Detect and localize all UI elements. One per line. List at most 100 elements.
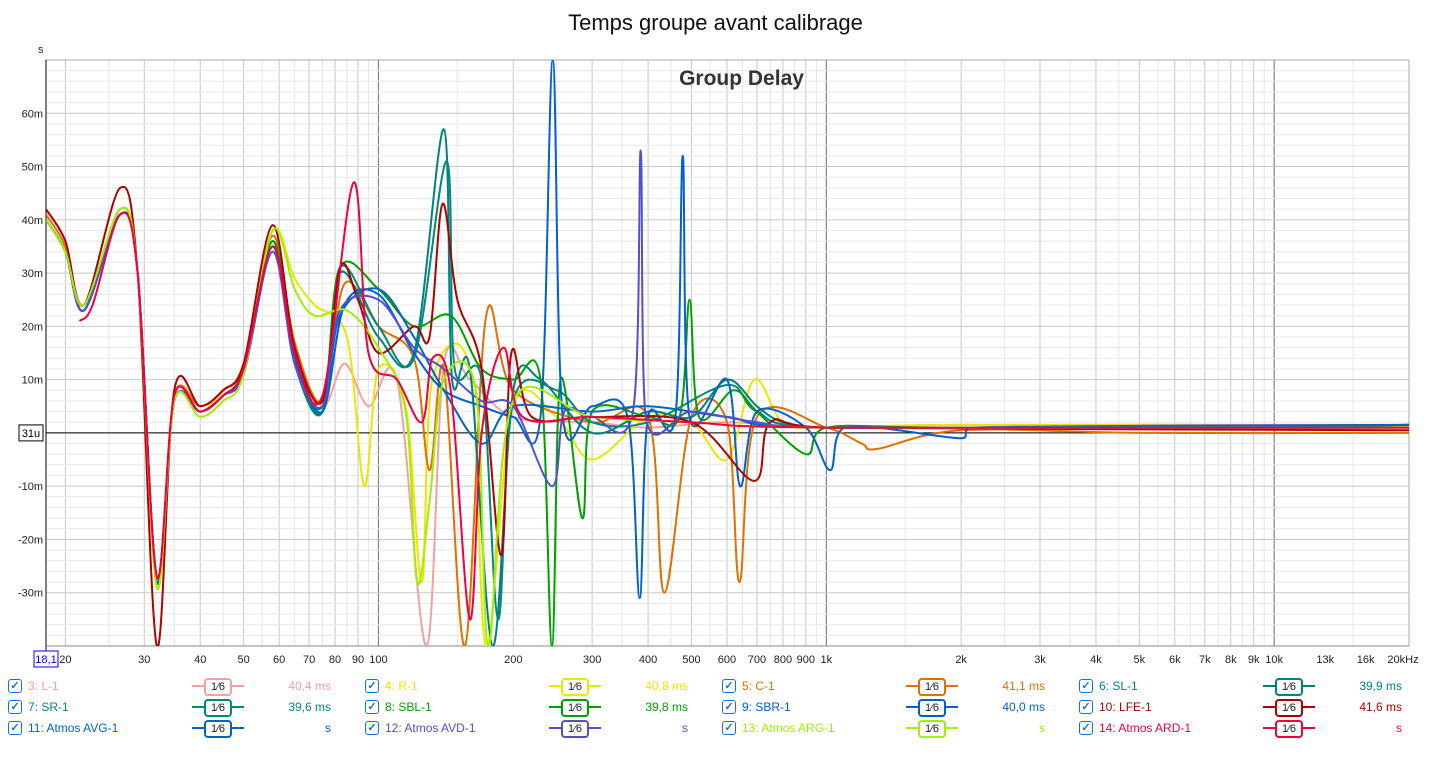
legend-label[interactable]: 13: Atmos ARG-1 (742, 721, 835, 735)
series-visibility-checkbox[interactable]: ✓ (8, 679, 22, 693)
chart-title: Temps groupe avant calibrage (568, 10, 863, 35)
x-tick-label: 16k (1357, 654, 1375, 666)
series-visibility-checkbox[interactable]: ✓ (722, 721, 736, 735)
filter-label: 1⁄6 (561, 678, 589, 696)
legend-value: 41,6 ms (1359, 700, 1402, 714)
x-tick-label: 3k (1034, 654, 1046, 666)
smoothing-filter-button[interactable]: 1⁄6 (906, 677, 958, 696)
legend-value: s (682, 721, 688, 735)
legend-label[interactable]: 8: SBL-1 (385, 700, 432, 714)
x-tick-label: 5k (1134, 654, 1146, 666)
x-start-box (33, 650, 59, 668)
y-tick-label: -30m (18, 588, 43, 600)
legend-item: ✓ 12: Atmos AVD-1 (365, 718, 476, 738)
series-visibility-checkbox[interactable]: ✓ (365, 721, 379, 735)
y-tick-label: 10m (22, 375, 43, 387)
legend-item: ✓ 10: LFE-1 (1079, 697, 1152, 717)
zero-marker-label: 31u (22, 428, 40, 440)
x-tick-label: 20kHz (1387, 654, 1418, 666)
legend-label[interactable]: 10: LFE-1 (1099, 700, 1152, 714)
smoothing-filter-button[interactable]: 1⁄6 (192, 698, 244, 717)
series-visibility-checkbox[interactable]: ✓ (1079, 700, 1093, 714)
series-visibility-checkbox[interactable]: ✓ (365, 700, 379, 714)
x-tick-label: 1k (821, 654, 833, 666)
legend-value: 40,0 ms (1002, 700, 1045, 714)
y-tick-label: 60m (22, 108, 43, 120)
x-tick-label: 20 (59, 654, 71, 666)
series-line-8 (46, 185, 1409, 646)
legend-label[interactable]: 6: SL-1 (1099, 679, 1138, 693)
x-tick-label: 30 (138, 654, 150, 666)
smoothing-filter-button[interactable]: 1⁄6 (1263, 677, 1315, 696)
legend-label[interactable]: 5: C-1 (742, 679, 775, 693)
y-tick-label: 40m (22, 215, 43, 227)
smoothing-filter-button[interactable]: 1⁄6 (1263, 719, 1315, 738)
series-line-12 (78, 181, 1409, 621)
legend-item: ✓ 7: SR-1 (8, 697, 69, 717)
x-tick-label: 8k (1225, 654, 1237, 666)
filter-label: 1⁄6 (1275, 699, 1303, 717)
y-tick-label: 30m (22, 268, 43, 280)
legend-value: 40,4 ms (288, 679, 331, 693)
filter-label: 1⁄6 (204, 720, 232, 738)
legend-label[interactable]: 11: Atmos AVG-1 (28, 721, 119, 735)
series-visibility-checkbox[interactable]: ✓ (1079, 679, 1093, 693)
x-tick-label: 13k (1316, 654, 1334, 666)
filter-label: 1⁄6 (204, 699, 232, 717)
group-delay-plot[interactable]: 20 30 40 50 60 70 80 90 100 200 300 400 500 600 700 800… (0, 0, 1431, 676)
x-tick-label: 70 (303, 654, 315, 666)
legend-item: ✓ 4: R-1 (365, 676, 418, 696)
series-visibility-checkbox[interactable]: ✓ (8, 721, 22, 735)
legend-item: ✓ 3: L-1 (8, 676, 59, 696)
x-tick-label: 40 (194, 654, 206, 666)
series-visibility-checkbox[interactable]: ✓ (722, 700, 736, 714)
legend-label[interactable]: 3: L-1 (28, 679, 59, 693)
smoothing-filter-button[interactable]: 1⁄6 (549, 719, 601, 738)
legend-label[interactable]: 14: Atmos ARD-1 (1099, 721, 1192, 735)
x-tick-label: 50 (238, 654, 250, 666)
x-tick-label: 400 (639, 654, 657, 666)
legend-label[interactable]: 4: R-1 (385, 679, 418, 693)
filter-label: 1⁄6 (918, 720, 946, 738)
x-tick-label: 6k (1169, 654, 1181, 666)
filter-label: 1⁄6 (918, 699, 946, 717)
smoothing-filter-button[interactable]: 1⁄6 (906, 698, 958, 717)
legend-value: s (325, 721, 331, 735)
zero-marker-box (18, 424, 44, 442)
legend-item: ✓ 5: C-1 (722, 676, 775, 696)
smoothing-filter-button[interactable]: 1⁄6 (1263, 698, 1315, 717)
smoothing-filter-button[interactable]: 1⁄6 (906, 719, 958, 738)
legend-value: 39,9 ms (1359, 679, 1402, 693)
smoothing-filter-button[interactable]: 1⁄6 (192, 719, 244, 738)
legend-item: ✓ 9: SBR-1 (722, 697, 791, 717)
smoothing-filter-button[interactable]: 1⁄6 (549, 698, 601, 717)
legend-label[interactable]: 9: SBR-1 (742, 700, 791, 714)
series-visibility-checkbox[interactable]: ✓ (365, 679, 379, 693)
x-tick-label: 2k (955, 654, 967, 666)
smoothing-filter-button[interactable]: 1⁄6 (192, 677, 244, 696)
x-tick-label: 800 (774, 654, 792, 666)
plot-subtitle: Group Delay (679, 67, 804, 90)
x-tick-label: 7k (1199, 654, 1211, 666)
y-tick-label: -10m (18, 481, 43, 493)
filter-label: 1⁄6 (204, 678, 232, 696)
series-visibility-checkbox[interactable]: ✓ (1079, 721, 1093, 735)
y-tick-label: -20m (18, 534, 43, 546)
smoothing-filter-button[interactable]: 1⁄6 (549, 677, 601, 696)
x-tick-label: 200 (504, 654, 522, 666)
x-tick-label: 9k (1248, 654, 1260, 666)
x-start-label: 18,1 (35, 654, 56, 666)
legend-label[interactable]: 7: SR-1 (28, 700, 69, 714)
series-visibility-checkbox[interactable]: ✓ (722, 679, 736, 693)
series-visibility-checkbox[interactable]: ✓ (8, 700, 22, 714)
y-axis-unit: s (38, 44, 44, 56)
x-tick-label: 10k (1265, 654, 1283, 666)
filter-label: 1⁄6 (1275, 720, 1303, 738)
legend-value: 39,6 ms (288, 700, 331, 714)
x-tick-label: 700 (748, 654, 766, 666)
legend-label[interactable]: 12: Atmos AVD-1 (385, 721, 476, 735)
x-tick-label: 90 (352, 654, 364, 666)
legend-item: ✓ 11: Atmos AVG-1 (8, 718, 118, 738)
x-tick-label: 300 (583, 654, 601, 666)
x-tick-label: 4k (1090, 654, 1102, 666)
